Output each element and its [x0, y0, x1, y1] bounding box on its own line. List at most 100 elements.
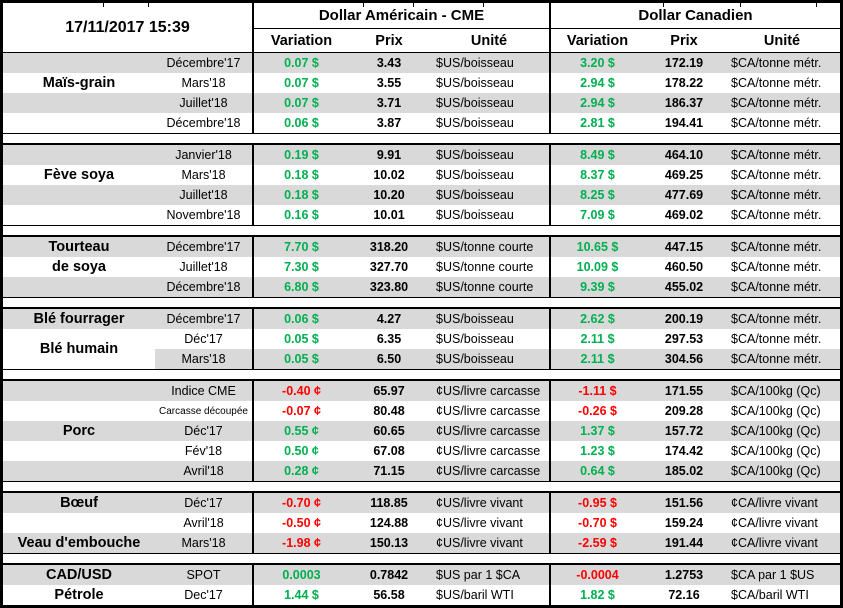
us-price-value: 3.55 — [376, 76, 402, 90]
table-row: Avril'18 -0.50 ¢ 124.88 ¢US/livre vivant -0.… — [3, 513, 840, 533]
ca-price-value: 194.41 — [664, 116, 704, 130]
table-row: Déc'17 0.05 $ 6.35 $US/boisseau 2.11 $ 297.53… — [3, 329, 840, 349]
contract-month: Mars'18 — [181, 76, 226, 90]
commodity-label: Porc — [62, 423, 96, 439]
table-row: Dec'17 1.44 $ 56.58 $US/baril WTI 1.82 $ 72.1… — [3, 585, 840, 605]
section-divider — [3, 133, 840, 145]
column-divider — [549, 3, 551, 52]
section-divider — [3, 297, 840, 309]
ca-variation-value: 8.25 $ — [580, 188, 615, 202]
gridline-tick — [148, 3, 149, 7]
table-row: Décembre'18 0.06 $ 3.87 $US/boisseau 2.81 $ 1… — [3, 113, 840, 133]
ca-variation-value: 2.94 $ — [580, 96, 615, 110]
column-divider — [549, 513, 551, 533]
us-price-value: 56.58 — [373, 588, 405, 602]
ca-variation-value: -0.95 $ — [578, 496, 617, 510]
us-variation-value: 0.07 $ — [284, 56, 319, 70]
column-divider — [549, 185, 551, 205]
ca-unit-label: $CA/tonne métr. — [731, 56, 822, 70]
contract-month: Juillet'18 — [179, 188, 228, 202]
column-divider — [549, 237, 551, 257]
column-divider — [252, 513, 254, 533]
commodity-label: Tourteau — [48, 239, 110, 255]
column-divider — [549, 441, 551, 461]
us-unit-label: $US/boisseau — [436, 332, 514, 346]
section-divider — [3, 553, 840, 565]
commodity-label: Pétrole — [54, 587, 104, 603]
ca-price-value: 477.69 — [664, 188, 704, 202]
category-cell — [3, 381, 155, 401]
contract-month: Décembre'18 — [166, 280, 241, 294]
column-divider — [252, 277, 254, 297]
column-divider — [252, 401, 254, 421]
us-price-value: 318.20 — [369, 240, 409, 254]
us-variation-value: 0.06 $ — [284, 116, 319, 130]
us-variation-value: 6.80 $ — [284, 280, 319, 294]
contract-month: Décembre'18 — [166, 116, 241, 130]
us-price-value: 327.70 — [369, 260, 409, 274]
us-unit-label: $US/boisseau — [429, 349, 549, 369]
column-divider — [549, 145, 551, 165]
us-variation-value: 0.18 $ — [284, 168, 319, 182]
us-price-value: 65.97 — [373, 384, 405, 398]
ca-unit-label: $CA par 1 $US — [731, 568, 815, 582]
us-unit-label: ¢US/livre vivant — [436, 496, 523, 510]
category-cell — [3, 53, 155, 73]
column-divider — [252, 165, 254, 185]
ca-price-value: 469.25 — [664, 168, 704, 182]
commodity-label: Blé fourrager — [33, 311, 125, 327]
table-header: 17/11/2017 15:39 Dollar Américain - CME … — [3, 3, 840, 53]
us-unit-label: ¢US/livre vivant — [436, 536, 523, 550]
us-price-value: 9.91 — [376, 148, 402, 162]
us-variation-value: 0.50 ¢ — [284, 444, 319, 458]
us-price-value: 3.43 — [376, 56, 402, 70]
column-header-ca-prix: Prix — [670, 32, 698, 49]
us-price-value: 4.27 — [376, 312, 402, 326]
us-price-value: 118.85 — [370, 496, 408, 510]
contract-month: Indice CME — [171, 384, 236, 398]
column-divider — [549, 113, 551, 133]
us-price-value: 10.01 — [373, 208, 405, 222]
ca-unit-label: $CA/tonne métr. — [731, 188, 822, 202]
us-price-value: 323.80 — [369, 280, 409, 294]
category-cell — [3, 461, 155, 481]
category-cell — [3, 401, 155, 421]
column-header-us-variation: Variation — [270, 32, 333, 49]
us-price-value: 10.02 — [373, 168, 405, 182]
column-divider — [252, 73, 254, 93]
ca-variation-value: 7.09 $ — [580, 208, 615, 222]
commodity-section: Décembre'17 7.70 $ 318.20 $US/tonne courte 1… — [3, 237, 840, 297]
column-divider — [252, 93, 254, 113]
ca-variation-value: 2.94 $ — [580, 76, 615, 90]
us-price-value: 71.15 — [373, 464, 405, 478]
contract-month: Mars'18 — [181, 536, 226, 550]
column-header-us-prix: Prix — [375, 32, 403, 49]
ca-unit-label: $CA/tonne métr. — [731, 116, 822, 130]
ca-unit-label: $CA/tonne métr. — [731, 208, 822, 222]
us-price-value: 124.88 — [369, 516, 409, 530]
column-divider — [549, 277, 551, 297]
table-row: Avril'18 0.28 ¢ 71.15 ¢US/livre carcasse 0.6… — [3, 461, 840, 481]
commodity-label: CAD/USD — [45, 567, 113, 583]
ca-variation-value: 1.23 $ — [580, 444, 615, 458]
commodity-label: Maïs-grain — [42, 75, 116, 91]
us-price-value: 6.50 — [349, 349, 429, 369]
gridline-tick — [816, 3, 817, 7]
gridline-tick — [413, 3, 414, 7]
contract-month: Dec'17 — [184, 588, 223, 602]
table-row: Juillet'18 7.30 $ 327.70 $US/tonne courte 10… — [3, 257, 840, 277]
ca-variation-value: 10.09 $ — [576, 260, 619, 274]
ca-unit-label: $CA/100kg (Qc) — [731, 424, 821, 438]
ca-variation-value: 10.65 $ — [576, 240, 619, 254]
column-divider — [549, 565, 551, 585]
column-divider — [252, 565, 254, 585]
column-divider — [549, 93, 551, 113]
ca-price-value: 1.2753 — [664, 568, 704, 582]
ca-price-value: 209.28 — [664, 404, 704, 418]
column-divider — [252, 205, 254, 225]
ca-price-value: 159.24 — [664, 516, 704, 530]
ca-variation-value: 3.20 $ — [580, 56, 615, 70]
us-variation-value: 0.28 ¢ — [284, 464, 319, 478]
ca-unit-label: $CA/100kg (Qc) — [731, 384, 821, 398]
ca-unit-label: $CA/tonne métr. — [731, 168, 822, 182]
